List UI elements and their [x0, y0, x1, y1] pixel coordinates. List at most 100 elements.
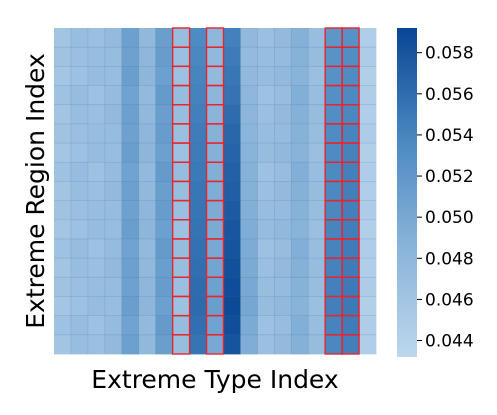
heatmap-cell: [342, 238, 360, 259]
heatmap-cell: [223, 200, 241, 221]
heatmap-cell: [223, 162, 241, 182]
heatmap-cell: [138, 296, 157, 317]
colorbar-tick-label: 0.048: [425, 249, 474, 269]
heatmap-cell: [155, 334, 174, 355]
heatmap-cell: [359, 200, 377, 221]
heatmap-cell: [87, 258, 106, 278]
colorbar-tick-label: 0.058: [425, 44, 474, 64]
heatmap-cell: [223, 238, 241, 259]
heatmap-cell: [291, 104, 309, 125]
y-axis-label: Extreme Region Index: [21, 53, 50, 329]
heatmap-cell: [274, 85, 292, 106]
heatmap-cell: [155, 258, 174, 278]
heatmap-cell: [172, 219, 190, 240]
heatmap-cell: [189, 181, 207, 201]
heatmap-cell: [206, 296, 224, 317]
heatmap-cell: [189, 238, 207, 259]
heatmap-cell: [308, 296, 326, 317]
heatmap-cell: [240, 258, 258, 278]
heatmap-cell: [359, 315, 377, 336]
heatmap-cell: [342, 123, 360, 144]
heatmap-cell: [274, 162, 292, 182]
heatmap-cell: [240, 47, 258, 67]
heatmap-cell: [172, 66, 190, 86]
heatmap-cell: [274, 238, 292, 259]
heatmap-cell: [342, 296, 360, 317]
heatmap-cell: [291, 334, 309, 355]
heatmap-cell: [54, 277, 72, 297]
heatmap-cell: [189, 162, 207, 182]
heatmap-cell: [87, 85, 106, 106]
heatmap-cell: [121, 104, 140, 125]
heatmap-cell: [172, 258, 190, 278]
heatmap-cell: [172, 334, 190, 355]
heatmap-cell: [87, 200, 106, 221]
heatmap-cell: [206, 104, 224, 125]
heatmap-cell: [189, 315, 207, 336]
heatmap-cell: [104, 315, 123, 336]
heatmap-cell: [70, 277, 89, 297]
heatmap-cell: [155, 85, 174, 106]
heatmap-cell: [291, 85, 309, 106]
heatmap-cell: [104, 162, 123, 182]
heatmap-cell: [206, 123, 224, 144]
heatmap-cell: [121, 296, 140, 317]
heatmap-cell: [257, 85, 275, 106]
heatmap-cell: [189, 219, 207, 240]
heatmap-cell: [138, 200, 157, 221]
heatmap-cell: [70, 162, 89, 182]
heatmap-cell: [342, 258, 360, 278]
heatmap-cell: [325, 200, 343, 221]
heatmap-cell: [87, 123, 106, 144]
heatmap-cell: [240, 181, 258, 201]
heatmap-cell: [54, 123, 72, 144]
heatmap-cell: [240, 104, 258, 125]
heatmap-cell: [206, 28, 224, 48]
heatmap-cell: [325, 296, 343, 317]
heatmap-cell: [189, 277, 207, 297]
heatmap-cell: [359, 143, 377, 163]
heatmap-cell: [223, 143, 241, 163]
heatmap-cell: [155, 104, 174, 125]
heatmap-cell: [342, 315, 360, 336]
heatmap-cell: [308, 28, 326, 48]
heatmap-cell: [70, 219, 89, 240]
heatmap-cell: [223, 296, 241, 317]
heatmap-cell: [121, 162, 140, 182]
heatmap-cell: [274, 104, 292, 125]
heatmap-cell: [291, 181, 309, 201]
highlighted-cell: [171, 334, 191, 355]
heatmap-cell: [359, 277, 377, 297]
heatmap-cell: [138, 219, 157, 240]
heatmap-cell: [325, 123, 343, 144]
heatmap-cell: [325, 315, 343, 336]
heatmap-cell: [359, 181, 377, 201]
heatmap-cell: [274, 66, 292, 86]
heatmap-cell: [54, 104, 72, 125]
heatmap-cell: [70, 143, 89, 163]
heatmap-cell: [138, 85, 157, 106]
heatmap-cell: [70, 104, 89, 125]
heatmap-cell: [308, 162, 326, 182]
heatmap-cell: [206, 238, 224, 259]
heatmap-cell: [104, 66, 123, 86]
heatmap-cell: [308, 219, 326, 240]
heatmap-cell: [274, 258, 292, 278]
heatmap-cell: [308, 334, 326, 355]
heatmap-cell: [155, 162, 174, 182]
heatmap-cell: [240, 143, 258, 163]
heatmap-cell: [70, 85, 89, 106]
heatmap-cell: [257, 277, 275, 297]
heatmap-cell: [155, 47, 174, 67]
colorbar-tick-label: 0.050: [425, 208, 474, 228]
heatmap-cell: [308, 181, 326, 201]
heatmap-cell: [189, 258, 207, 278]
heatmap-cell: [274, 277, 292, 297]
heatmap-cell: [325, 258, 343, 278]
heatmap-cell: [257, 238, 275, 259]
heatmap-cell: [104, 85, 123, 106]
heatmap-cell: [87, 238, 106, 259]
heatmap-cell: [359, 28, 377, 48]
heatmap-cell: [172, 277, 190, 297]
heatmap-cell: [240, 334, 258, 355]
